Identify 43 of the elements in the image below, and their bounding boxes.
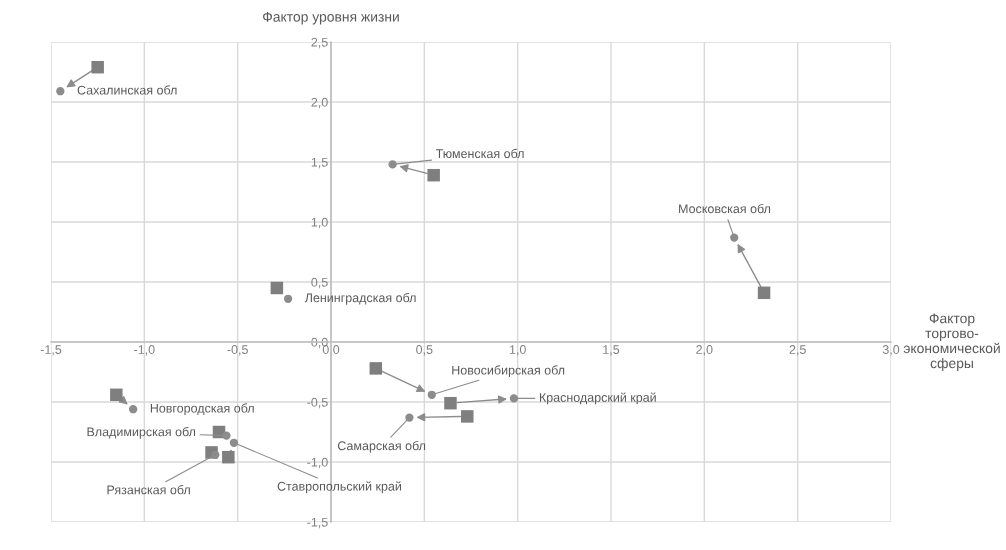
point: [427, 168, 440, 182]
x-tick-label: 1,5: [603, 345, 620, 356]
x-axis-title: Фактор торгово- экономической сферы: [903, 313, 1000, 371]
y-tick-label: 2,5: [311, 37, 328, 49]
point: [283, 294, 293, 303]
annotation: Самарская обл: [337, 440, 426, 453]
y-tick-label: 2,0: [311, 97, 328, 109]
y-tick-label: -1,0: [307, 457, 328, 469]
x-tick-label: -1,5: [40, 345, 62, 356]
y-tick-label: 1,0: [311, 217, 328, 229]
point: [222, 431, 231, 440]
annotation: Новгородская обл: [150, 403, 254, 416]
y-axis-title: Фактор уровня жизни: [263, 11, 399, 25]
annotation: Ставропольский край: [277, 481, 401, 494]
annotation: Ленинградская обл: [304, 292, 416, 305]
x-tick-label: 1,0: [509, 345, 526, 356]
annotation: Рязанская обл: [107, 484, 190, 495]
point: [270, 281, 284, 295]
annotation: Московская обл: [679, 203, 771, 214]
point: [444, 396, 457, 410]
y-tick-label: 1,5: [311, 157, 328, 169]
annotation: Владимирская обл: [87, 426, 196, 439]
point: [128, 405, 138, 414]
x-tick-label: -0,5: [227, 345, 248, 356]
x-tick-label: 2,5: [789, 345, 806, 356]
point: [91, 60, 104, 74]
x-tick-label: 3,0: [882, 345, 900, 356]
y-tick-label: -0,5: [307, 397, 328, 409]
annotation: Краснодарский край: [539, 392, 656, 405]
y-tick-label: 0,5: [311, 277, 328, 289]
x-tick-label: -1,0: [134, 345, 155, 356]
annotation: Сахалинская обл: [77, 85, 177, 95]
y-tick-label: -1,5: [307, 517, 328, 529]
point: [369, 362, 383, 375]
x-tick-label: 2,0: [696, 345, 713, 356]
point: [757, 286, 771, 300]
point: [56, 87, 65, 96]
annotation: Новосибирская обл: [452, 365, 565, 378]
point: [222, 450, 235, 464]
point: [110, 388, 123, 402]
x-tick-label: 0,5: [416, 345, 433, 356]
point: [461, 410, 474, 423]
annotation: Тюменская обл: [435, 148, 524, 159]
